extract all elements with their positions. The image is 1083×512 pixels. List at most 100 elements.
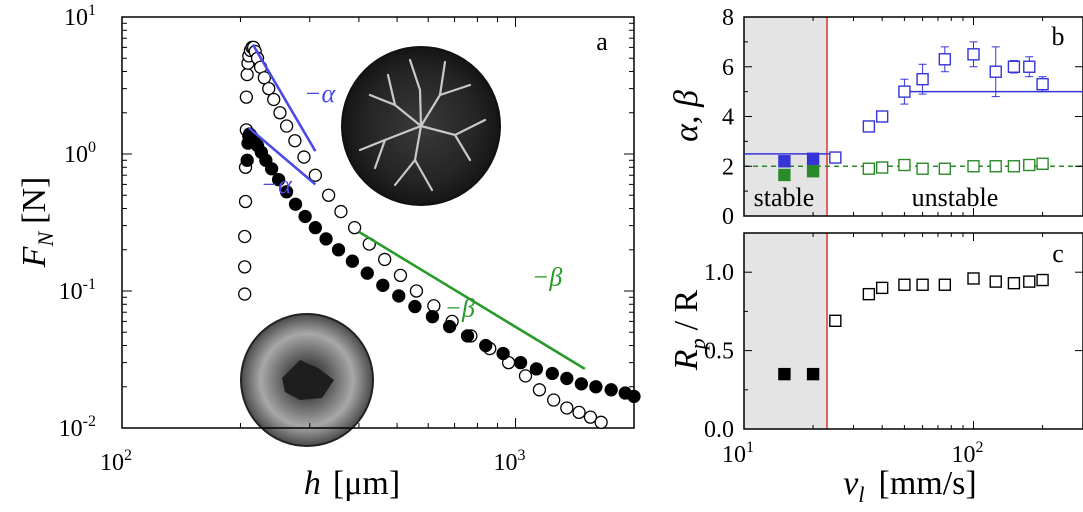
- open-circle-point: [393, 268, 408, 283]
- beta-open-point: [1023, 158, 1036, 172]
- rp-filled-point: [778, 367, 791, 381]
- open-circle-point: [238, 287, 252, 301]
- rp-open-point: [989, 275, 1002, 288]
- filled-circle-point: [442, 319, 457, 334]
- filled-circle-point: [479, 338, 493, 353]
- alpha-open-point: [898, 85, 911, 98]
- alpha-open-point: [875, 110, 889, 123]
- open-circle-point: [238, 229, 252, 244]
- open-circle-point: [547, 393, 561, 407]
- filled-circle-point: [288, 197, 303, 211]
- filled-circle-point: [604, 383, 618, 397]
- filled-circle-point: [331, 243, 346, 257]
- filled-circle-point: [545, 366, 559, 381]
- y-tick-label: 10-2: [59, 413, 96, 442]
- alpha-open-point: [1007, 60, 1021, 73]
- rp-open-point: [916, 278, 929, 291]
- panel-a: 102 103 101 100 10-1 10-2 −α −α −β −β a FN[N] h[…: [16, 2, 641, 502]
- alpha-filled-point: [778, 155, 791, 168]
- beta-open-point: [1036, 157, 1049, 170]
- alpha-open-point: [862, 120, 876, 133]
- x-tick-label: 101: [722, 439, 754, 468]
- panel-b-label: b: [1052, 22, 1065, 51]
- open-circle-point: [583, 410, 598, 424]
- beta-open-point: [967, 160, 980, 173]
- beta-filled-point: [778, 168, 791, 182]
- panel-b-series: [778, 41, 1049, 182]
- open-circle-point: [560, 401, 574, 415]
- panel-c-ticks: 0.0 0.5 1.0 101 102: [704, 233, 1083, 468]
- panel-a-xlabel: h [μm]: [304, 465, 400, 502]
- panel-a-frame: [121, 16, 635, 429]
- rp-filled-point: [806, 367, 820, 381]
- open-circle-point: [409, 284, 424, 298]
- filled-circle-point: [279, 185, 294, 199]
- rp-open-point: [1007, 276, 1021, 290]
- beta-open-point: [1007, 160, 1021, 173]
- rp-open-point: [898, 278, 911, 291]
- open-circle-point: [378, 252, 392, 267]
- panel-a-fit-lines: [247, 43, 586, 371]
- filled-circle-point: [408, 299, 422, 314]
- beta-open-point: [989, 160, 1002, 173]
- fit-exponent-annotation: −α: [304, 79, 337, 108]
- y-tick-label: 6: [722, 55, 734, 81]
- open-circle-point: [594, 415, 608, 429]
- open-circle-point: [240, 67, 254, 82]
- stable-region-shade: [744, 17, 828, 216]
- filled-circle-point: [360, 266, 374, 280]
- filled-circle-point: [376, 278, 390, 292]
- alpha-open-point: [989, 65, 1002, 78]
- alpha-open-point: [829, 151, 842, 164]
- filled-circle-point: [298, 209, 312, 224]
- alpha-open-point: [1036, 77, 1049, 91]
- alpha-open-point: [1023, 60, 1036, 73]
- power-law-fit-line: [247, 126, 317, 186]
- fit-exponent-annotation: −β: [445, 294, 476, 323]
- rp-open-point: [967, 272, 980, 285]
- y-tick-label: 10-1: [59, 276, 96, 305]
- y-tick-label: 0.0: [704, 417, 734, 443]
- filled-circle-point: [425, 309, 440, 324]
- y-tick-label: 0: [722, 204, 734, 230]
- fit-exponent-annotation: −β: [532, 262, 563, 291]
- open-circle-point: [347, 221, 362, 235]
- y-tick-label: 4: [722, 105, 734, 131]
- rp-open-point: [1023, 275, 1036, 288]
- beta-open-point: [916, 162, 929, 175]
- open-circle-point: [262, 81, 276, 96]
- panel-b-ylabel: α, β: [668, 90, 705, 142]
- x-tick-label: 102: [100, 447, 132, 476]
- filled-circle-point: [392, 289, 406, 303]
- alpha-filled-point: [806, 152, 820, 165]
- open-circle-point: [518, 369, 533, 383]
- unstable-label: unstable: [912, 183, 999, 212]
- panel-c: 0.0 0.5 1.0 101 102 c Rp/ R vl [mm/s]: [668, 232, 1083, 507]
- y-tick-label: 8: [722, 5, 734, 31]
- y-tick-label: 1.0: [704, 260, 734, 286]
- panel-a-ticks: 102 103 101 100 10-1 10-2: [59, 2, 635, 476]
- fit-exponent-annotation: −α: [261, 170, 294, 199]
- alpha-open-point: [938, 53, 952, 66]
- open-circle-point: [288, 134, 302, 148]
- x-tick-label: 102: [952, 439, 984, 468]
- fingering-pattern-icon: [358, 58, 487, 192]
- alpha-open-point: [916, 72, 929, 86]
- panel-c-ylabel: Rp/ R: [668, 289, 710, 371]
- panel-b: 0 2 4 6 8 stable unstable b α, β: [668, 5, 1083, 230]
- panel-c-label: c: [1052, 239, 1064, 268]
- open-circle-point: [238, 260, 252, 274]
- panel-c-xlabel: vl [mm/s]: [843, 465, 976, 507]
- filled-circle-point: [574, 377, 589, 391]
- panel-a-series: [238, 40, 641, 429]
- panel-a-ylabel: FN[N]: [16, 177, 58, 269]
- filled-circle-point: [529, 362, 544, 376]
- beta-filled-point: [806, 165, 820, 178]
- filled-circle-point: [319, 232, 333, 246]
- open-circle-point: [297, 150, 311, 164]
- central-blob-icon: [282, 360, 334, 400]
- stable-label: stable: [754, 183, 815, 212]
- filled-circle-point: [513, 355, 528, 370]
- panel-c-frame: [743, 232, 1083, 430]
